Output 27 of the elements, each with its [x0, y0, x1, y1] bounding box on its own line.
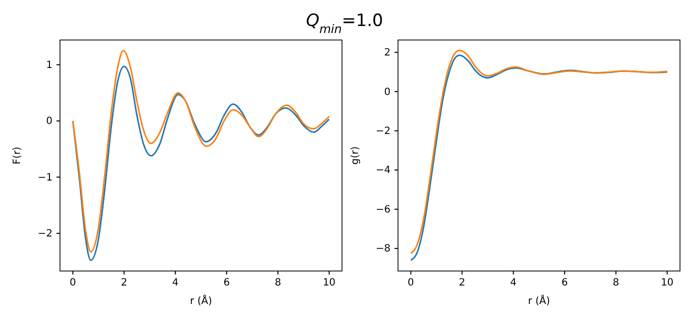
x-tick-label: 8 [274, 278, 282, 289]
x-tick-label: 0 [408, 278, 414, 289]
y-tick-label: −1 [38, 172, 52, 184]
x-axis-title: r (Å) [528, 294, 550, 307]
y-tick-label: 1 [46, 60, 52, 71]
y-tick-label: 2 [384, 48, 390, 59]
x-tick-label: 8 [612, 278, 620, 289]
x-tick-label: 4 [510, 278, 517, 289]
y-tick-label: −2 [38, 228, 52, 240]
x-tick-label: 6 [561, 278, 568, 289]
x-axis-title: r (Å) [190, 294, 212, 307]
y-tick-label: −4 [376, 165, 390, 176]
x-tick-label: 10 [322, 278, 336, 289]
y-tick-label: 0 [384, 86, 390, 98]
y-tick-label: −8 [376, 244, 390, 255]
x-tick-label: 10 [660, 278, 674, 289]
y-axis-title: F(r) [12, 146, 23, 164]
x-tick-label: 2 [120, 278, 128, 289]
chart-title: Q$_{min}$=1.0 [306, 11, 384, 36]
x-tick-label: 0 [70, 278, 76, 289]
y-tick-label: −2 [376, 126, 390, 137]
y-axis-title: g(r) [350, 146, 361, 165]
x-tick-label: 6 [223, 278, 230, 289]
x-tick-label: 2 [458, 278, 466, 289]
y-tick-label: −6 [376, 204, 390, 216]
x-tick-label: 4 [172, 278, 179, 289]
y-tick-label: 0 [46, 116, 52, 128]
